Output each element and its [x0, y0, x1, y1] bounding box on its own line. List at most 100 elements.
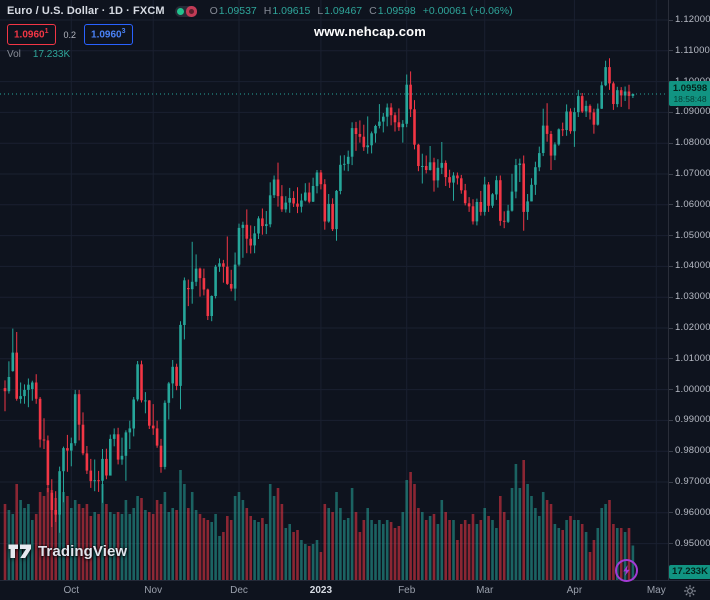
lightning-boost-button[interactable] [615, 559, 638, 582]
price-axis-label: 0.98000 [675, 445, 710, 457]
candlestick-chart[interactable] [0, 0, 668, 580]
time-axis-label-2023[interactable]: 2023 [309, 585, 333, 596]
volume-bar [307, 546, 311, 580]
volume-bar [272, 496, 276, 580]
volume-bar [358, 532, 362, 580]
price-axis[interactable]: 1.09598 18:58:48 17.233K 1.12000 1.11000 1… [668, 0, 710, 580]
price-tick [669, 265, 673, 267]
price-axis-label: 1.12000 [675, 14, 710, 25]
candle [85, 446, 89, 474]
tradingview-logo[interactable]: TradingView [8, 543, 127, 560]
volume-bar [128, 514, 132, 580]
settings-gear-icon[interactable] [683, 584, 697, 598]
volume-bar [577, 520, 580, 580]
candle [3, 380, 7, 412]
volume-bar [421, 512, 424, 580]
candle [413, 100, 416, 150]
candle [50, 479, 54, 527]
volume-bar [249, 516, 252, 580]
volume-bar [495, 528, 498, 580]
candle [105, 448, 108, 480]
symbol-title[interactable]: Euro / U.S. Dollar · 1D · FXCM [7, 5, 165, 17]
candle [46, 435, 50, 493]
volume-bar [257, 522, 260, 580]
time-axis[interactable]: Oct Nov Dec 2023 Feb Mar Apr May [0, 580, 710, 600]
volume-bar [370, 520, 373, 580]
candle [436, 159, 440, 188]
candle [463, 183, 467, 206]
volume-bar [46, 488, 50, 580]
sell-bid-button[interactable]: 1.09601 [7, 24, 56, 45]
volume-bar [460, 524, 463, 580]
candle [362, 124, 366, 151]
candle [627, 84, 631, 110]
candle [300, 193, 303, 213]
candle [440, 142, 444, 174]
volume-bar [77, 504, 81, 580]
time-axis-label-apr[interactable]: Apr [566, 585, 583, 596]
candle [538, 146, 541, 172]
volume-bar [198, 514, 202, 580]
volume-bar [300, 540, 303, 580]
price-tick [669, 543, 673, 545]
volume-bar [50, 490, 54, 580]
volume-bar [288, 524, 291, 580]
candle [89, 458, 93, 488]
candle [580, 93, 584, 113]
candle [218, 258, 221, 272]
last-price-badge: 1.09598 18:58:48 [669, 80, 710, 106]
time-axis-label-oct[interactable]: Oct [63, 585, 80, 596]
volume-value: 17.233K [32, 49, 71, 60]
volume-bar [85, 504, 89, 580]
candle [257, 216, 260, 239]
candle [155, 420, 159, 448]
price-tick [669, 358, 673, 360]
volume-bar [452, 520, 455, 580]
price-axis-label: 0.99000 [675, 414, 710, 426]
volume-bar [467, 524, 471, 580]
volume-bar [393, 528, 397, 580]
volume-bar [596, 528, 600, 580]
candle [448, 169, 451, 188]
high-label: H [263, 5, 272, 17]
volume-bars-layer [3, 460, 635, 580]
volume-bar [362, 520, 366, 580]
volume-bar [27, 504, 30, 580]
candle [148, 400, 151, 429]
volume-bar [268, 484, 272, 580]
candle [608, 58, 611, 90]
candle [73, 389, 77, 446]
time-axis-label-dec[interactable]: Dec [230, 585, 248, 596]
volume-bar [296, 530, 299, 580]
time-axis-label-feb[interactable]: Feb [398, 585, 416, 596]
candle [483, 176, 486, 216]
volume-bar [66, 496, 69, 580]
price-tick [669, 142, 673, 144]
candle [346, 150, 350, 172]
price-axis-label: 1.00000 [675, 383, 710, 395]
volume-bar [538, 516, 541, 580]
volume-bar [62, 492, 65, 580]
volume-bar [202, 518, 206, 580]
lightning-icon [623, 565, 630, 576]
candle [456, 172, 459, 185]
time-axis-label-may[interactable]: May [646, 585, 666, 596]
candle [623, 86, 627, 101]
volume-bar [479, 520, 483, 580]
volume-bar [506, 520, 510, 580]
candle [378, 104, 381, 129]
candle [530, 178, 533, 202]
price-tick [669, 512, 673, 514]
candle [385, 103, 389, 127]
volume-bar [374, 524, 377, 580]
buy-ask-button[interactable]: 1.09603 [84, 24, 133, 45]
time-axis-label-nov[interactable]: Nov [144, 585, 163, 596]
volume-bar [31, 520, 34, 580]
candle [276, 162, 280, 207]
time-axis-label-mar[interactable]: Mar [476, 585, 494, 596]
candle [249, 225, 252, 254]
data-status-icon [185, 5, 197, 17]
volume-bar [580, 524, 584, 580]
market-status-icon[interactable] [174, 5, 197, 17]
candle [226, 236, 229, 285]
